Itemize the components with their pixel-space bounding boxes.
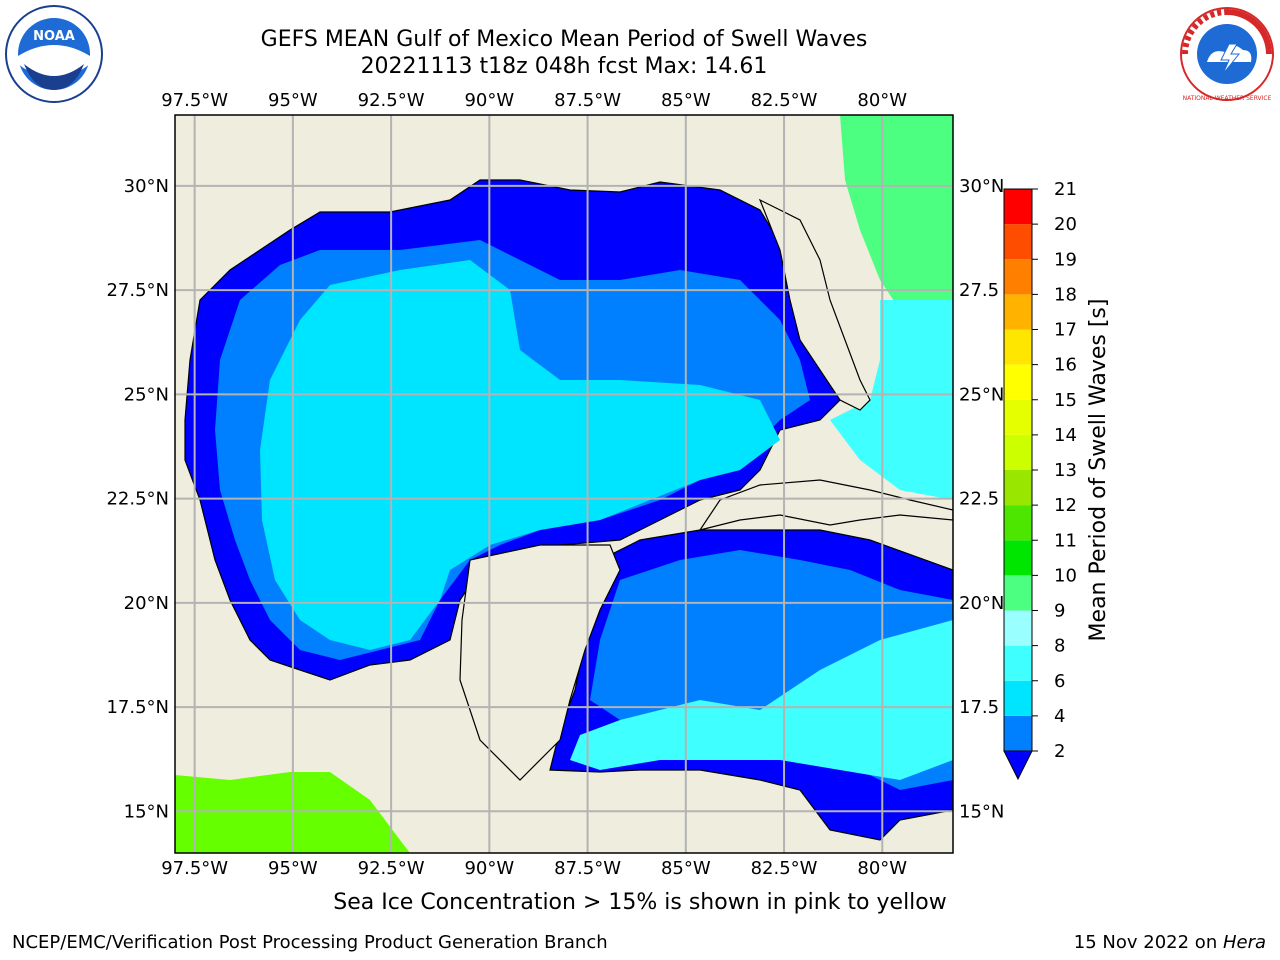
atlantic-water-south bbox=[830, 300, 953, 500]
lat-label-left: 20°N bbox=[124, 593, 169, 614]
colorbar-tick-label: 8 bbox=[1054, 636, 1065, 657]
gulf-water-core bbox=[260, 260, 780, 650]
colorbar-segment bbox=[1004, 575, 1032, 611]
lat-label-right: 25°N bbox=[959, 384, 1004, 405]
colorbar-tick-label: 14 bbox=[1054, 425, 1077, 446]
colorbar-extend-arrow bbox=[1003, 750, 1033, 781]
lon-label-top: 95°W bbox=[268, 90, 318, 111]
colorbar-tick-label: 11 bbox=[1054, 530, 1077, 551]
lat-label-left: 17.5°N bbox=[106, 697, 169, 718]
colorbar-segment bbox=[1004, 329, 1032, 365]
colorbar-tick-label: 2 bbox=[1054, 741, 1065, 762]
colorbar-segment bbox=[1004, 399, 1032, 435]
lon-label-top: 97.5°W bbox=[161, 90, 228, 111]
colorbar-tick-label: 10 bbox=[1054, 565, 1077, 586]
lon-label-bottom: 90°W bbox=[464, 858, 514, 879]
lon-label-top: 92.5°W bbox=[358, 90, 425, 111]
lat-label-left: 30°N bbox=[124, 176, 169, 197]
lat-label-left: 27.5°N bbox=[106, 280, 169, 301]
lat-label-right: 15°N bbox=[959, 801, 1004, 822]
colorbar-segment bbox=[1004, 505, 1032, 541]
lat-label-left: 25°N bbox=[124, 384, 169, 405]
graticule bbox=[175, 115, 953, 853]
colorbar-tick-label: 15 bbox=[1054, 390, 1077, 411]
colorbar-tick-label: 9 bbox=[1054, 601, 1065, 622]
lat-labels-right: 30°N 27.5 25°N 22.5 20°N 17.5 15°N bbox=[959, 176, 1004, 822]
lon-label-bottom: 82.5°W bbox=[751, 858, 818, 879]
lat-label-left: 22.5°N bbox=[106, 489, 169, 510]
lon-labels-top: 97.5°W 95°W 92.5°W 90°W 87.5°W 85°W 82.5°W 80°W bbox=[161, 90, 907, 111]
colorbar-tick-label: 6 bbox=[1054, 671, 1065, 692]
lon-label-bottom: 95°W bbox=[268, 858, 318, 879]
noaa-logo-text: NOAA bbox=[33, 29, 75, 44]
colorbar-tick-label: 17 bbox=[1054, 320, 1077, 341]
colorbar-segment bbox=[1004, 364, 1032, 400]
lon-label-top: 85°W bbox=[661, 90, 711, 111]
lon-label-bottom: 80°W bbox=[857, 858, 907, 879]
colorbar-segment bbox=[1004, 470, 1032, 506]
colorbar-tick-label: 12 bbox=[1054, 495, 1077, 516]
lon-labels-bottom: 97.5°W 95°W 92.5°W 90°W 87.5°W 85°W 82.5°W 80°W bbox=[161, 858, 907, 879]
nws-logo: NATIONAL WEATHER SERVICE bbox=[1180, 7, 1274, 102]
lat-label-right: 20°N bbox=[959, 593, 1004, 614]
colorbar-segment bbox=[1004, 540, 1032, 576]
lon-label-top: 80°W bbox=[857, 90, 907, 111]
lat-label-right: 30°N bbox=[959, 176, 1004, 197]
atlantic-water bbox=[840, 115, 953, 310]
colorbar-tick-label: 21 bbox=[1054, 179, 1077, 200]
map-frame bbox=[174, 114, 954, 854]
colorbar-segment bbox=[1004, 259, 1032, 295]
colorbar-segment bbox=[1004, 434, 1032, 470]
cuba-land bbox=[698, 479, 953, 531]
credit-text: NCEP/EMC/Verification Post Processing Pr… bbox=[12, 932, 608, 953]
chart-title: GEFS MEAN Gulf of Mexico Mean Period of … bbox=[260, 27, 868, 52]
lon-label-bottom: 92.5°W bbox=[358, 858, 425, 879]
colorbar-segment bbox=[1004, 189, 1032, 225]
colorbar-label: Mean Period of Swell Waves [s] bbox=[1086, 299, 1111, 642]
sea-ice-note: Sea Ice Concentration > 15% is shown in … bbox=[333, 890, 947, 915]
colorbar-tick-label: 13 bbox=[1054, 460, 1077, 481]
colorbar-tick-label: 19 bbox=[1054, 249, 1077, 270]
lat-label-left: 15°N bbox=[124, 801, 169, 822]
colorbar-tick-label: 4 bbox=[1054, 706, 1065, 727]
lon-label-top: 90°W bbox=[464, 90, 514, 111]
colorbar-tick-label: 16 bbox=[1054, 355, 1077, 376]
colorbar-segment bbox=[1004, 610, 1032, 646]
florida-land bbox=[758, 198, 871, 411]
colorbar-segment bbox=[1004, 224, 1032, 260]
lat-label-right: 27.5 bbox=[959, 280, 999, 301]
lon-label-bottom: 85°W bbox=[661, 858, 711, 879]
lat-labels-left: 30°N 27.5°N 25°N 22.5°N 20°N 17.5°N 15°N bbox=[106, 176, 169, 822]
lat-label-right: 17.5 bbox=[959, 697, 999, 718]
colorbar-segment bbox=[1004, 680, 1032, 716]
chart-subtitle: 20221113 t18z 048h fcst Max: 14.61 bbox=[360, 54, 768, 79]
lon-label-top: 82.5°W bbox=[751, 90, 818, 111]
map-area bbox=[175, 115, 953, 853]
lon-label-bottom: 97.5°W bbox=[161, 858, 228, 879]
caribbean-water-light bbox=[570, 620, 953, 780]
colorbar-tick-label: 18 bbox=[1054, 284, 1077, 305]
lon-label-bottom: 87.5°W bbox=[554, 858, 621, 879]
colorbar-segment bbox=[1004, 294, 1032, 330]
colorbar-segment bbox=[1004, 715, 1032, 751]
colorbar-tick-label: 20 bbox=[1054, 214, 1077, 235]
nws-logo-text: NATIONAL WEATHER SERVICE bbox=[1183, 95, 1272, 102]
lon-label-top: 87.5°W bbox=[554, 90, 621, 111]
colorbar-segment bbox=[1004, 645, 1032, 681]
machine-name: Hera bbox=[1222, 932, 1266, 953]
noaa-logo: NOAA bbox=[5, 5, 103, 103]
colorbar: 2 4 6 8 9 10 11 12 13 14 15 16 17 18 19 20 21 bbox=[1003, 179, 1077, 781]
date-text: 15 Nov 2022 on Hera bbox=[1073, 932, 1266, 953]
lat-label-right: 22.5 bbox=[959, 489, 999, 510]
